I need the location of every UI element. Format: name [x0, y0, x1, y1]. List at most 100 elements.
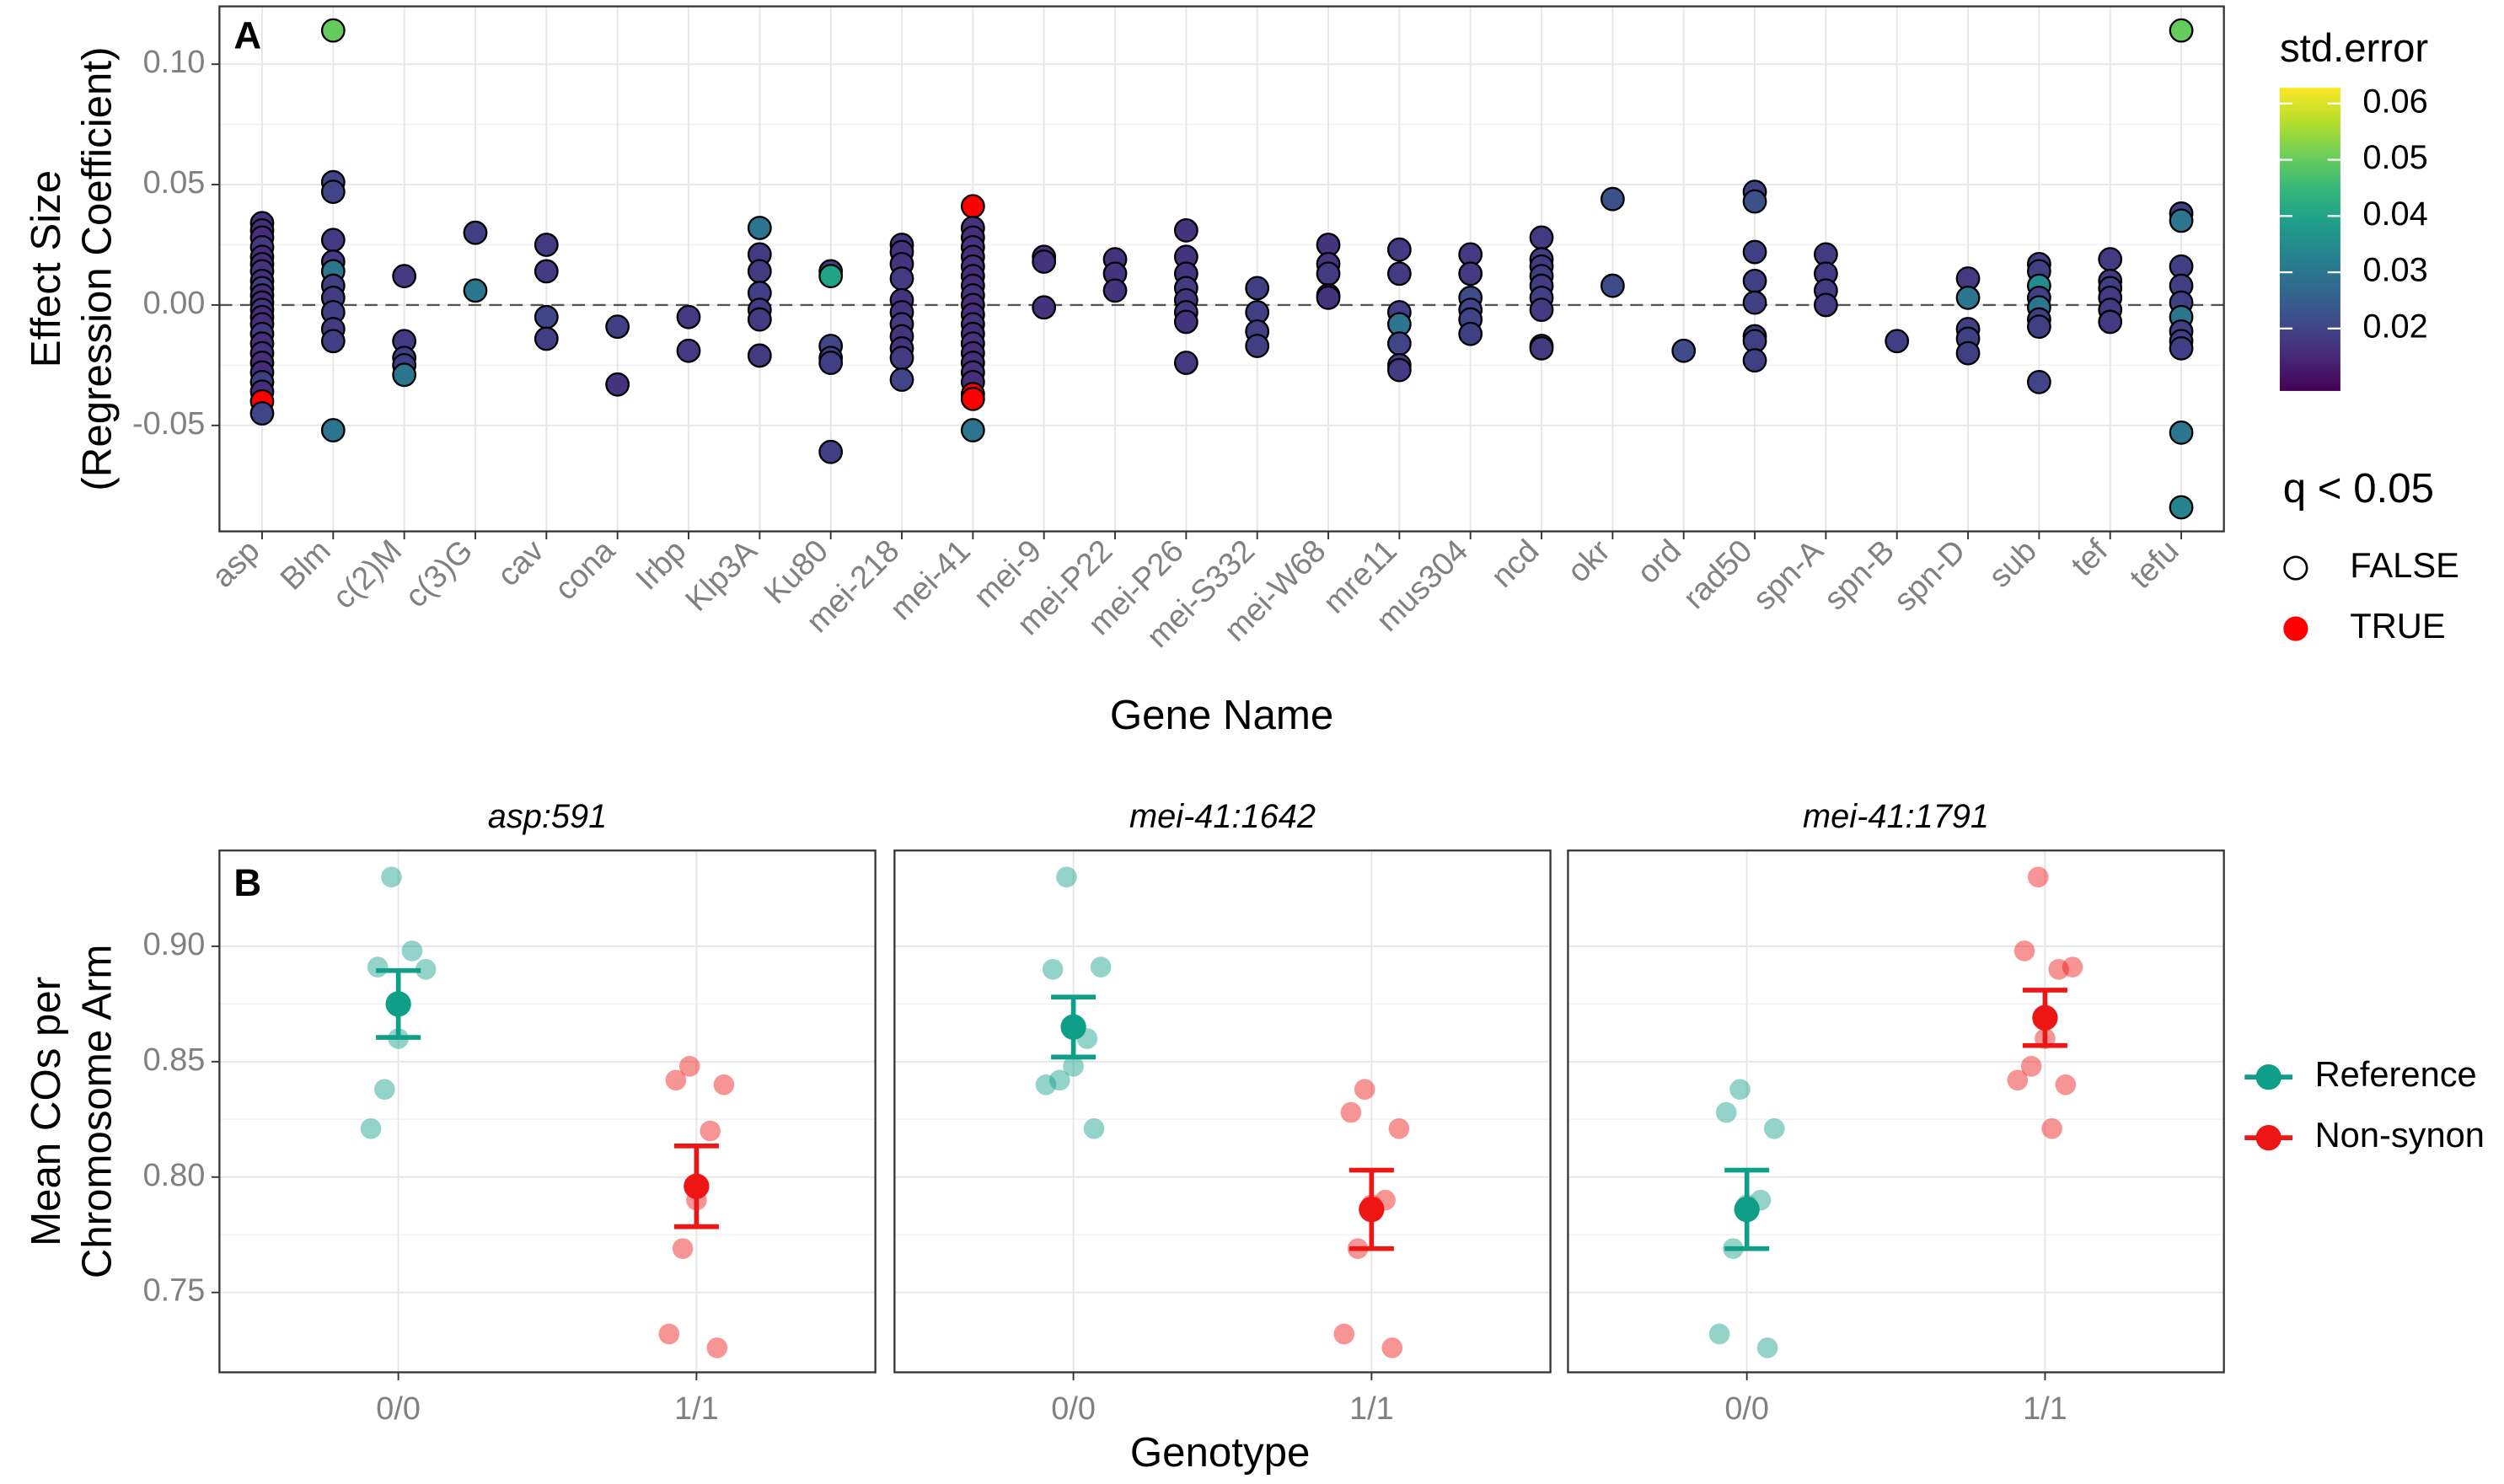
point — [1529, 335, 1554, 361]
point — [1035, 1074, 1057, 1096]
point — [665, 1069, 687, 1091]
point — [1742, 239, 1767, 265]
point — [534, 259, 559, 284]
point — [818, 351, 844, 375]
point — [374, 1079, 395, 1101]
point — [676, 304, 701, 329]
point — [818, 439, 844, 464]
point — [320, 18, 346, 43]
point — [1715, 1101, 1737, 1123]
point — [1529, 297, 1554, 323]
point — [1600, 273, 1625, 298]
point — [1354, 1079, 1375, 1101]
point — [1955, 285, 1981, 310]
legend-key — [2283, 616, 2308, 641]
point — [2007, 1069, 2029, 1091]
point — [1386, 357, 1412, 383]
point — [1386, 237, 1412, 262]
legend-label: Non-synon — [2315, 1115, 2485, 1155]
mean-point — [1060, 1014, 1086, 1040]
point — [1600, 186, 1625, 212]
point — [1316, 261, 1341, 287]
point — [2169, 208, 2194, 233]
panel-border — [1567, 849, 2225, 1374]
x-tick-label: 0/0 — [376, 1391, 421, 1427]
point — [2055, 1074, 2077, 1096]
x-tick-label: 1/1 — [1349, 1391, 1394, 1427]
point — [889, 266, 914, 291]
point — [1813, 292, 1838, 318]
point — [658, 1323, 680, 1345]
y-tick-label: 0.85 — [143, 1042, 206, 1078]
point — [2169, 335, 2194, 361]
point — [700, 1120, 721, 1142]
point — [534, 233, 559, 257]
y-tick-label: 0.05 — [143, 165, 206, 201]
point — [2027, 369, 2051, 394]
point — [1042, 958, 1064, 980]
y-tick-label: 0.90 — [143, 927, 206, 962]
point — [605, 314, 630, 340]
point — [960, 418, 985, 442]
point — [1032, 295, 1057, 320]
point — [360, 1117, 382, 1139]
point — [1708, 1323, 1730, 1345]
point — [672, 1238, 694, 1259]
point — [1742, 348, 1767, 373]
point — [1742, 189, 1767, 214]
y-axis-title: Chromosome Arm — [73, 945, 120, 1279]
point — [960, 386, 985, 411]
point — [818, 264, 844, 289]
point — [1083, 1117, 1105, 1139]
point — [463, 278, 488, 303]
point — [1458, 261, 1483, 287]
y-tick-label: 0.80 — [143, 1158, 206, 1193]
point — [1333, 1323, 1355, 1345]
point — [392, 362, 417, 388]
colorbar — [2279, 88, 2340, 391]
x-axis-title: Gene Name — [1110, 692, 1333, 738]
legend-key — [2283, 555, 2308, 581]
y-tick-label: 0.00 — [143, 286, 206, 321]
point — [367, 956, 389, 978]
point — [1102, 278, 1128, 303]
point — [1173, 309, 1198, 335]
point — [415, 958, 437, 980]
point — [1090, 956, 1112, 978]
mean-point — [385, 991, 411, 1017]
point — [1458, 321, 1483, 346]
point — [463, 220, 488, 245]
point — [747, 259, 772, 284]
point — [1049, 1069, 1070, 1091]
point — [2062, 956, 2083, 978]
point — [401, 940, 423, 962]
mean-point — [684, 1173, 710, 1199]
mean-point — [2032, 1005, 2058, 1031]
facet-title: mei-41:1642 — [1129, 798, 1316, 835]
point — [2169, 495, 2194, 520]
point — [1388, 1117, 1410, 1139]
point — [605, 372, 630, 397]
legend-label: FALSE — [2350, 545, 2459, 585]
point — [1173, 217, 1198, 243]
x-axis-title: Genotype — [1130, 1429, 1310, 1476]
y-tick-label: 0.10 — [143, 45, 206, 80]
y-axis-title: Effect Size — [23, 170, 69, 367]
y-axis-title: (Regression Coefficient) — [73, 47, 120, 491]
colorbar-label: 0.05 — [2362, 139, 2427, 176]
legend-label: Reference — [2315, 1054, 2477, 1094]
point — [2027, 866, 2049, 888]
point — [889, 367, 914, 392]
point — [1386, 331, 1412, 356]
mean-point — [1359, 1196, 1385, 1223]
point — [1245, 276, 1270, 301]
point — [960, 194, 985, 219]
point — [320, 228, 346, 253]
point — [320, 418, 346, 442]
x-tick-label: 0/0 — [1724, 1391, 1769, 1427]
point — [1316, 285, 1341, 310]
x-tick-label: 1/1 — [674, 1391, 719, 1427]
mean-point — [1734, 1196, 1760, 1223]
